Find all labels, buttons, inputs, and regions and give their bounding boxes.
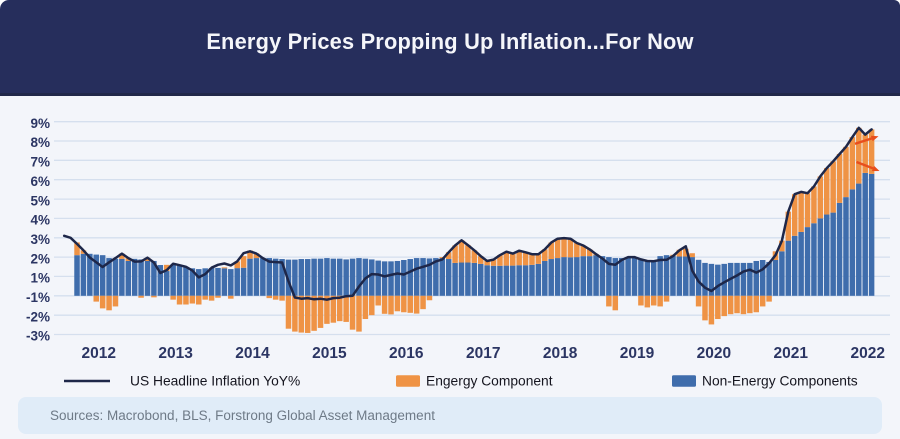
svg-text:Engergy Component: Engergy Component	[426, 374, 553, 389]
svg-text:-2%: -2%	[26, 309, 50, 324]
svg-text:6%: 6%	[30, 174, 50, 189]
svg-text:2020: 2020	[697, 345, 731, 362]
svg-text:1%: 1%	[30, 271, 50, 286]
svg-text:4%: 4%	[30, 213, 50, 228]
svg-text:2016: 2016	[389, 345, 424, 362]
svg-text:2022: 2022	[850, 345, 884, 362]
svg-text:Non-Energy Components: Non-Energy Components	[702, 374, 858, 389]
svg-text:5%: 5%	[30, 193, 50, 208]
svg-text:3%: 3%	[30, 232, 50, 247]
svg-text:Sources: Macrobond, BLS, Forst: Sources: Macrobond, BLS, Forstrong Globa…	[50, 408, 435, 423]
svg-text:2012: 2012	[81, 345, 115, 362]
svg-text:2013: 2013	[158, 345, 193, 362]
svg-text:US Headline Inflation YoY%: US Headline Inflation YoY%	[130, 374, 300, 389]
svg-text:2018: 2018	[543, 345, 578, 362]
svg-text:2021: 2021	[774, 345, 809, 362]
svg-text:9%: 9%	[30, 116, 50, 131]
svg-text:8%: 8%	[30, 135, 50, 150]
svg-text:-3%: -3%	[26, 329, 50, 344]
svg-text:2015: 2015	[312, 345, 347, 362]
svg-text:2%: 2%	[30, 251, 50, 266]
svg-text:2017: 2017	[466, 345, 500, 362]
svg-text:-1%: -1%	[26, 290, 50, 305]
svg-text:2014: 2014	[235, 345, 270, 362]
svg-text:2019: 2019	[620, 345, 655, 362]
svg-text:7%: 7%	[30, 155, 50, 170]
